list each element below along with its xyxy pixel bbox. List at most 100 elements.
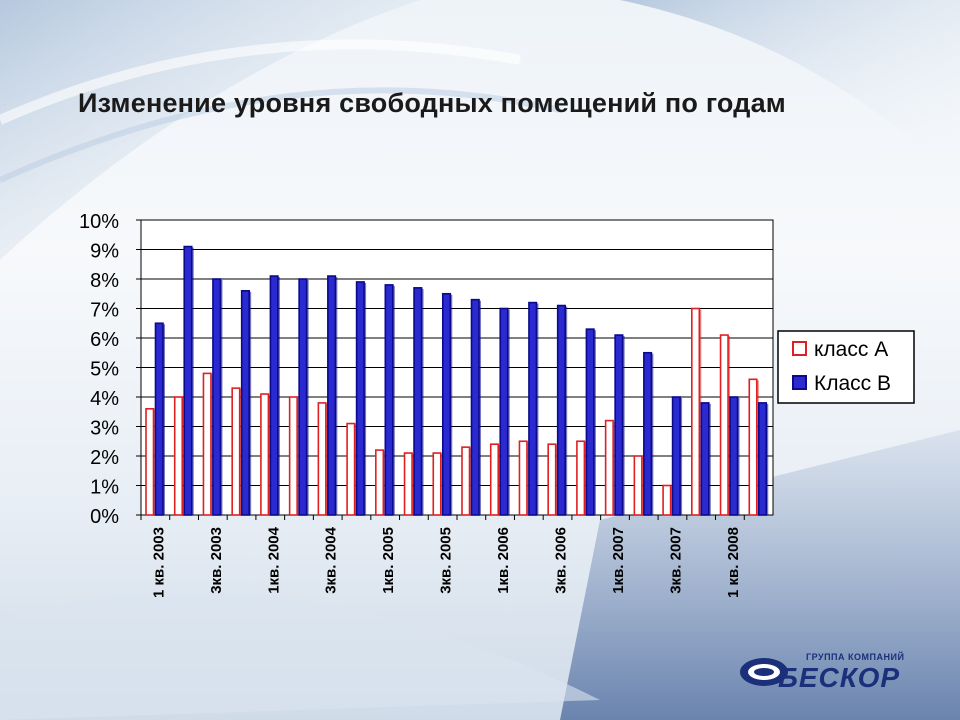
bar-class-b	[614, 334, 624, 516]
bar-class-a-shade	[699, 309, 702, 515]
y-tick-label: 1%	[90, 477, 119, 499]
x-tick-label: 1кв. 2005	[380, 527, 397, 594]
bar-class-b	[298, 278, 308, 516]
bar-class-a-shade	[555, 445, 558, 515]
x-tick-label: 1 кв. 2003	[150, 527, 167, 598]
bar-class-a-shade	[469, 448, 472, 515]
bar-class-a	[288, 396, 298, 516]
bar-class-a-shade	[383, 451, 386, 515]
y-tick-label: 5%	[90, 359, 119, 381]
x-tick-label: 3кв. 2005	[438, 527, 455, 594]
bar-class-b-shade	[163, 324, 165, 515]
bar-class-b	[585, 328, 595, 516]
bar-class-b	[499, 307, 509, 516]
bar-class-b	[643, 351, 653, 516]
bar-class-a	[547, 443, 557, 516]
bar-class-a	[375, 449, 385, 516]
bar-class-b	[327, 275, 337, 516]
bar-class-a	[231, 387, 241, 516]
bar-class-b-shade	[392, 285, 395, 515]
y-tick-label: 2%	[90, 447, 119, 469]
bar-class-b	[154, 322, 164, 516]
logo-emblem-icon	[740, 658, 788, 686]
bars	[145, 245, 769, 516]
legend-label: Класс В	[814, 372, 891, 395]
bar-class-a	[260, 393, 270, 516]
bar-class-a	[748, 378, 758, 516]
y-tick-label: 0%	[90, 506, 119, 528]
legend-swatch	[792, 341, 807, 356]
bar-class-b-shade	[565, 306, 568, 515]
bar-class-b-shade	[450, 294, 453, 515]
bar-class-b-shade	[622, 336, 625, 515]
bar-class-b-shade	[507, 309, 510, 515]
bar-class-b-shade	[651, 353, 654, 515]
bar-class-a-shade	[268, 395, 271, 515]
y-tick-label: 9%	[90, 241, 119, 263]
bar-class-b	[413, 287, 423, 516]
bar-class-a	[145, 407, 155, 516]
bar-class-b-shade	[277, 277, 280, 515]
bar-class-b-shade	[364, 282, 367, 515]
bar-class-b-shade	[335, 277, 338, 515]
bar-class-b	[212, 278, 222, 516]
bar-class-b-shade	[680, 398, 683, 515]
bar-class-b	[556, 304, 566, 516]
bar-class-a-shade	[756, 380, 759, 515]
x-tick-label: 3кв. 2003	[208, 527, 225, 594]
bar-class-a	[633, 455, 643, 516]
bar-class-a	[604, 419, 614, 516]
bar-class-b	[384, 284, 394, 516]
bar-class-b-shade	[737, 398, 740, 515]
x-tick-label: 3кв. 2004	[323, 526, 340, 593]
bar-class-b	[757, 402, 768, 516]
y-tick-label: 3%	[90, 418, 119, 440]
bar-class-a	[432, 452, 442, 516]
bar-class-a	[518, 440, 528, 516]
x-tick-label: 3кв. 2007	[667, 527, 684, 594]
x-axis-ticks: 1 кв. 2003 3кв. 2003 1кв. 2004 3кв. 2004 1кв…	[140, 515, 745, 598]
x-tick-label: 1кв. 2004	[265, 526, 282, 593]
x-tick-label: 1кв. 2007	[610, 527, 627, 594]
bar-class-b-shade	[479, 300, 481, 515]
bar-class-a-shade	[354, 424, 357, 515]
bar-class-a-shade	[526, 442, 529, 515]
bar-class-a-shade	[498, 445, 501, 515]
bar-class-b	[441, 292, 452, 516]
bar-class-b	[528, 301, 538, 516]
bar-class-a-shade	[412, 454, 415, 515]
x-tick-label: 3кв. 2006	[553, 527, 570, 594]
bar-class-b	[183, 245, 193, 516]
x-tick-label: 1 кв. 2008	[725, 527, 742, 598]
company-logo: ГРУППА КОМПАНИЙ БЕСКОР	[738, 648, 948, 694]
bar-class-a	[489, 443, 500, 516]
y-axis-ticks: 0% 1% 2% 3% 4% 5% 6% 7% 8% 9% 10%	[79, 211, 141, 528]
legend-label: класс А	[814, 338, 888, 361]
bar-class-b-shade	[421, 288, 424, 515]
logo-name: БЕСКОР	[778, 662, 901, 693]
bar-class-a	[576, 440, 586, 516]
bar-class-a-shade	[153, 409, 156, 515]
bar-class-b	[729, 396, 739, 516]
bar-class-b-shade	[191, 247, 194, 516]
bar-class-a	[346, 422, 356, 516]
bar-class-a	[202, 372, 212, 516]
bar-class-b-shade	[306, 280, 309, 515]
legend: класс А Класс В	[777, 330, 915, 404]
bar-class-a-shade	[239, 389, 242, 515]
bar-class-b-shade	[536, 303, 539, 515]
bar-class-a-shade	[728, 336, 731, 515]
bar-class-b	[700, 402, 710, 516]
bar-class-b	[269, 275, 279, 516]
y-tick-label: 10%	[79, 211, 119, 233]
bar-class-a	[461, 446, 471, 516]
bar-class-b-shade	[593, 330, 596, 515]
bar-class-a	[403, 452, 413, 516]
bar-class-b	[355, 281, 365, 516]
bar-class-a-shade	[210, 374, 213, 515]
x-tick-label: 1кв. 2006	[495, 527, 512, 594]
bar-class-a	[662, 484, 672, 516]
bar-class-a-shade	[325, 403, 328, 515]
bar-class-b-shade	[766, 403, 769, 515]
y-tick-label: 6%	[90, 329, 119, 351]
